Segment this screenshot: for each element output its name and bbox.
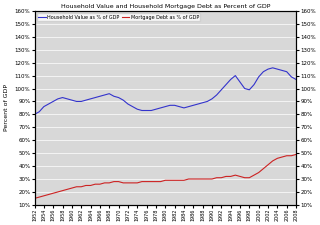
Household Value as % of GDP [294, 78, 298, 81]
Line: Household Value as % of GDP: Household Value as % of GDP [35, 68, 296, 114]
Household Value as % of GDP [103, 94, 107, 96]
Mortgage Debt as % of GDP [103, 182, 107, 184]
Household Value as % of GDP [42, 105, 46, 108]
Mortgage Debt as % of GDP [294, 153, 298, 156]
Mortgage Debt as % of GDP [47, 193, 51, 196]
Household Value as % of GDP [271, 66, 275, 69]
Household Value as % of GDP [145, 109, 148, 112]
Household Value as % of GDP [215, 94, 219, 96]
Title: Household Value and Household Mortgage Debt as Percent of GDP: Household Value and Household Mortgage D… [60, 4, 270, 9]
Household Value as % of GDP [47, 103, 51, 105]
Mortgage Debt as % of GDP [215, 176, 219, 179]
Household Value as % of GDP [33, 113, 36, 116]
Line: Mortgage Debt as % of GDP: Mortgage Debt as % of GDP [35, 154, 296, 198]
Household Value as % of GDP [210, 97, 214, 100]
Legend: Household Value as % of GDP, Mortgage Debt as % of GDP: Household Value as % of GDP, Mortgage De… [37, 13, 200, 21]
Mortgage Debt as % of GDP [42, 194, 46, 197]
Mortgage Debt as % of GDP [210, 178, 214, 180]
Mortgage Debt as % of GDP [33, 197, 36, 200]
Y-axis label: Percent of GDP: Percent of GDP [4, 84, 9, 131]
Mortgage Debt as % of GDP [145, 180, 148, 183]
